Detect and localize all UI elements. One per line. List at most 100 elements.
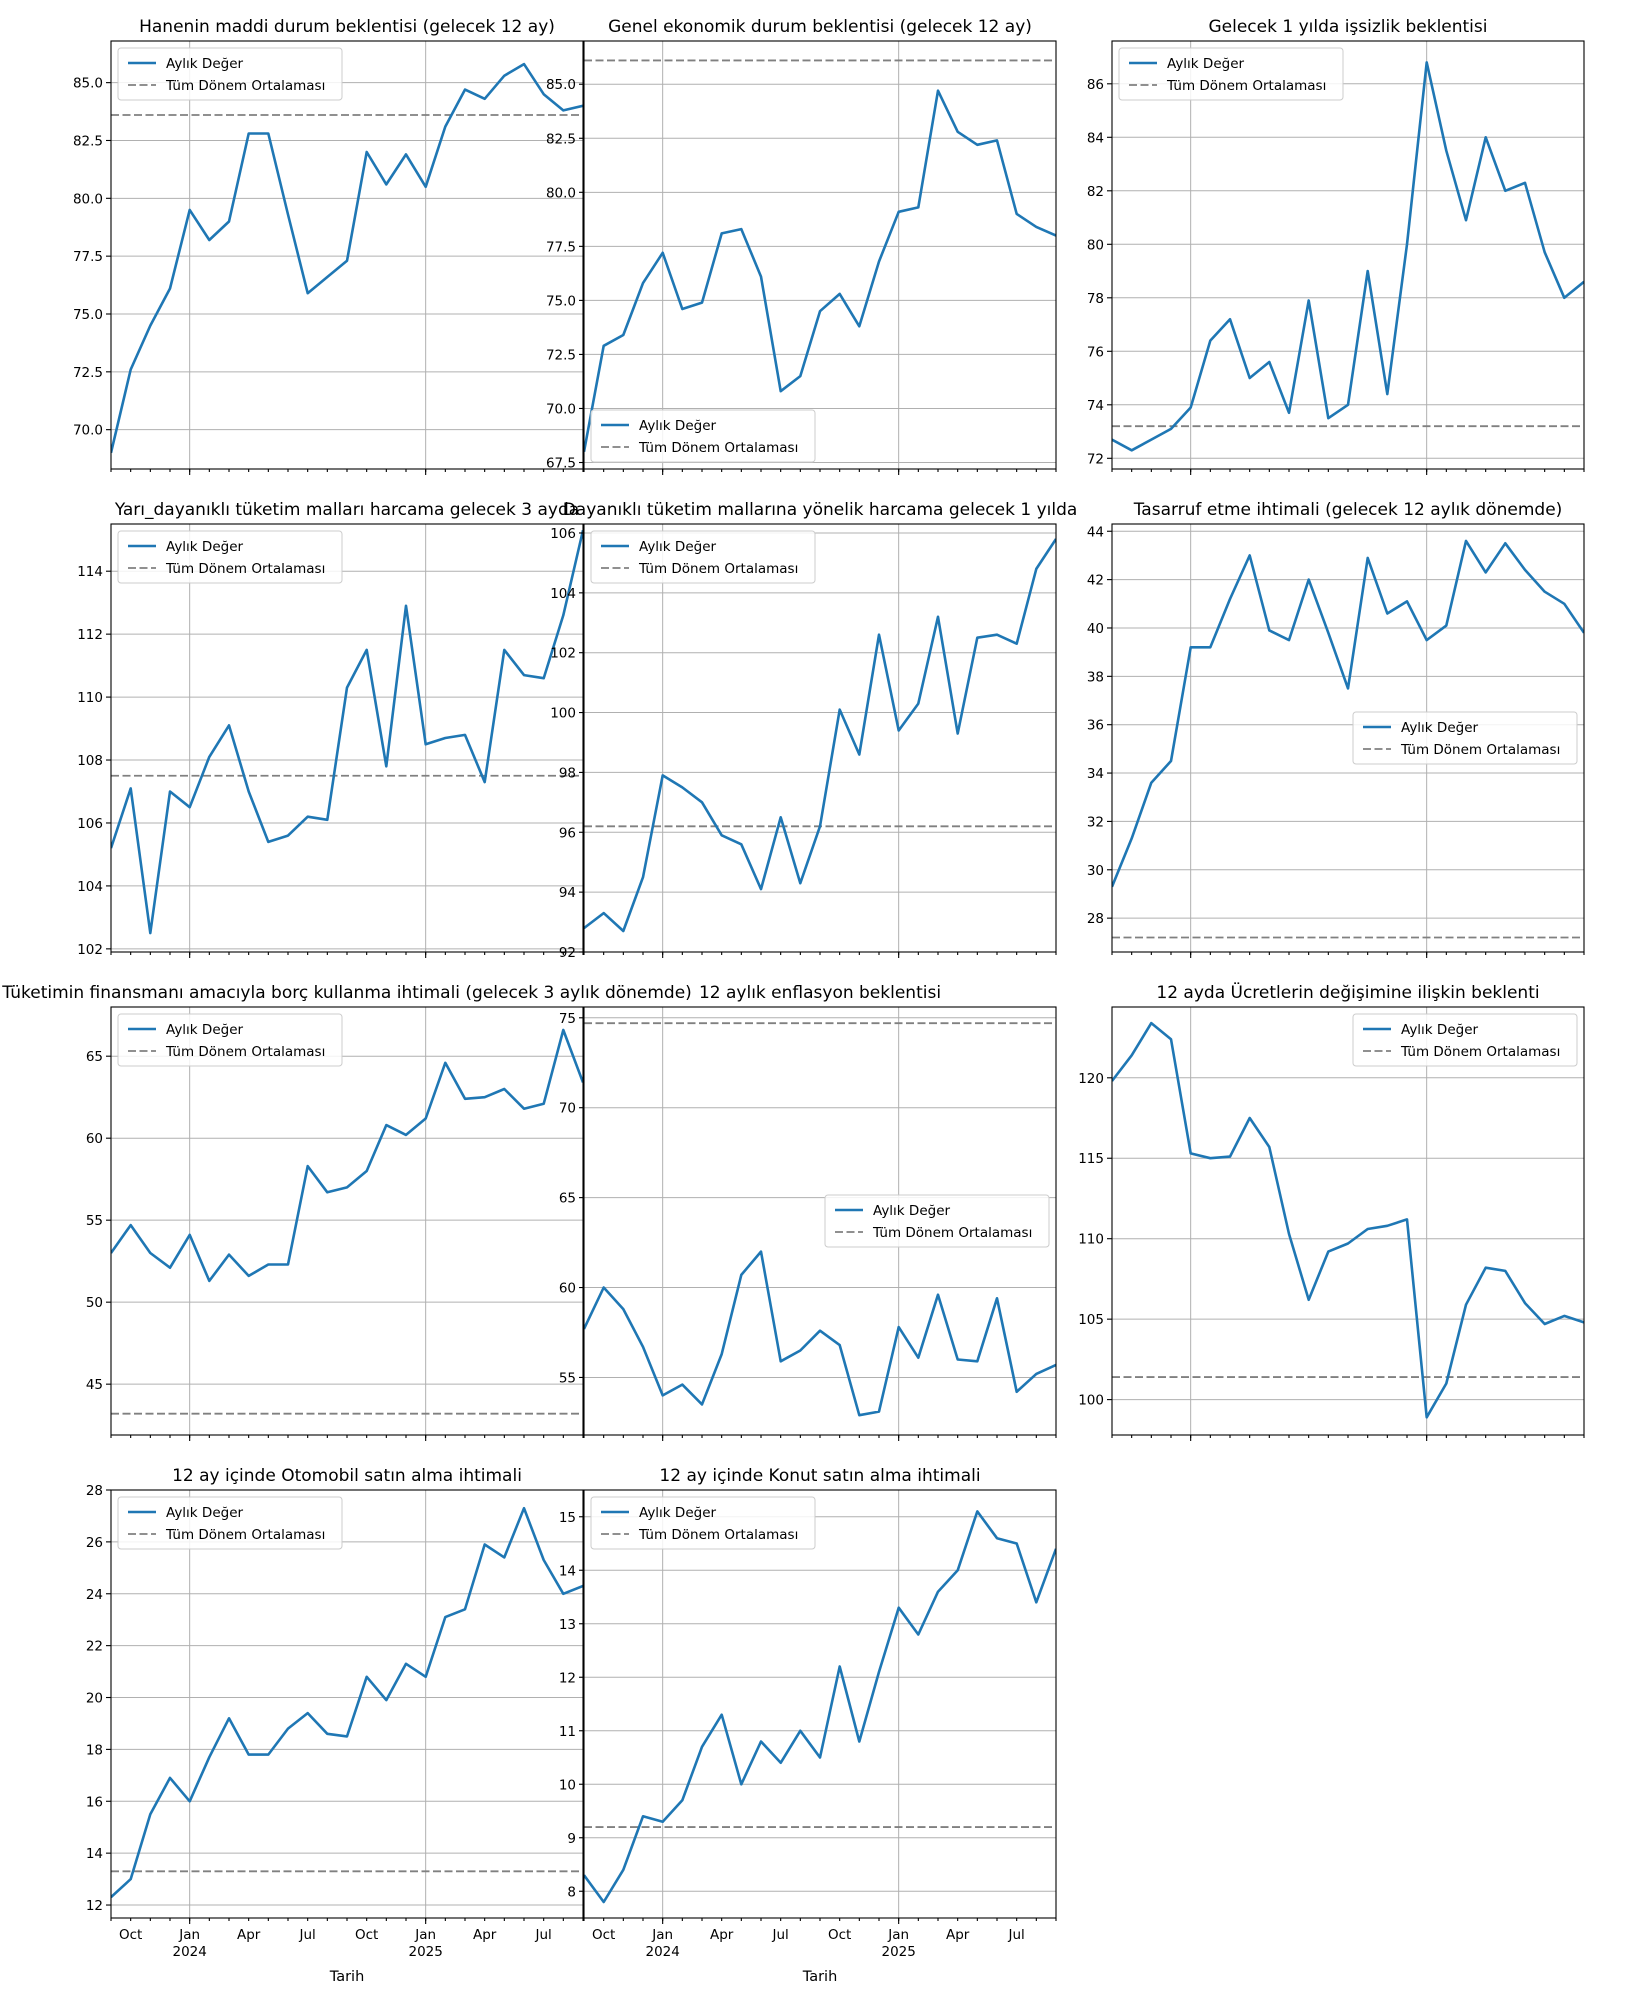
series-line — [1112, 1021, 1584, 1419]
chart-panel: 28 30 32 34 36 38 40 42 44 Tasarruf etme ihtimali… — [1087, 500, 1585, 958]
legend-mean-label: Tüm Dönem Ortalaması — [165, 1527, 325, 1543]
x-axis-label: Tarih — [802, 1969, 838, 1985]
y-tick-label: 74 — [1087, 398, 1104, 414]
x-tick-label: Jul — [535, 1927, 552, 1943]
y-tick-label: 9 — [567, 1831, 576, 1847]
y-tick-label: 82.5 — [73, 133, 103, 149]
y-tick-label: 70 — [559, 1101, 576, 1117]
y-tick-label: 85.0 — [546, 77, 576, 93]
legend-series-label: Aylık Değer — [166, 1022, 243, 1038]
x-tick-label: Jul — [1008, 1927, 1025, 1943]
x-tick-label: Jan — [178, 1927, 200, 1943]
x-tick-label: Oct — [119, 1927, 142, 1943]
y-tick-label: 85.0 — [73, 76, 103, 92]
y-tick-label: 106 — [77, 816, 103, 832]
x-axis-label: Tarih — [329, 1969, 365, 1985]
legend-mean-label: Tüm Dönem Ortalaması — [165, 1044, 325, 1060]
legend-series-label: Aylık Değer — [1401, 720, 1478, 736]
legend-series-label: Aylık Değer — [639, 1505, 716, 1521]
x-tick-year-label: 2024 — [172, 1944, 206, 1960]
y-tick-label: 50 — [86, 1295, 103, 1311]
x-tick-year-label: 2025 — [408, 1944, 442, 1960]
legend-box — [824, 1194, 1050, 1248]
legend: Aylık Değer Tüm Dönem Ortalaması — [1352, 1013, 1578, 1067]
y-tick-label: 40 — [1087, 621, 1104, 637]
chart-panel: 100 105 110 115 120 12 ayda Ücretlerin değişi… — [1078, 981, 1585, 1441]
legend: Aylık Değer Tüm Dönem Ortalaması — [1352, 711, 1578, 765]
legend: Aylık Değer Tüm Dönem Ortalaması — [117, 530, 343, 584]
y-tick-label: 72.5 — [73, 365, 103, 381]
y-tick-label: 77.5 — [546, 239, 576, 255]
y-tick-label: 110 — [77, 690, 103, 706]
x-tick-label: Apr — [710, 1927, 734, 1943]
x-tick-label: Jan — [414, 1927, 436, 1943]
legend-box — [1352, 711, 1578, 765]
legend-mean-label: Tüm Dönem Ortalaması — [638, 561, 798, 577]
legend-series-label: Aylık Değer — [166, 539, 243, 555]
x-tick-label: Jul — [772, 1927, 789, 1943]
series-line — [584, 1250, 1056, 1417]
legend: Aylık Değer Tüm Dönem Ortalaması — [117, 1496, 343, 1550]
y-tick-label: 75.0 — [73, 307, 103, 323]
legend-series-label: Aylık Değer — [639, 418, 716, 434]
series-line — [1112, 539, 1584, 888]
legend-mean-label: Tüm Dönem Ortalaması — [1400, 1044, 1560, 1060]
chart-panel: 55 60 65 70 75 12 aylık enflasyon beklentisi A… — [559, 983, 1057, 1441]
y-tick-label: 120 — [1078, 1071, 1104, 1087]
y-tick-label: 20 — [86, 1691, 103, 1707]
x-tick-year-label: 2024 — [645, 1944, 679, 1960]
x-tick-label: Apr — [237, 1927, 261, 1943]
chart-title: 12 aylık enflasyon beklentisi — [699, 983, 941, 1003]
axes-frame — [110, 1006, 584, 1436]
axes-frame — [110, 523, 584, 953]
y-tick-label: 96 — [559, 825, 576, 841]
chart-title: 12 ay içinde Konut satın alma ihtimali — [659, 1466, 980, 1486]
x-tick-label: Apr — [946, 1927, 970, 1943]
legend: Aylık Değer Tüm Dönem Ortalaması — [1118, 47, 1344, 101]
y-tick-label: 102 — [77, 942, 103, 958]
y-tick-label: 104 — [77, 879, 103, 895]
axes-frame — [110, 1489, 584, 1919]
axes-frame — [583, 523, 1057, 953]
axes-frame — [1111, 1006, 1585, 1436]
legend-box — [117, 1013, 343, 1067]
y-tick-label: 108 — [77, 753, 103, 769]
x-tick-label: Oct — [592, 1927, 615, 1943]
chart-panel: 70.0 72.5 75.0 77.5 80.0 82.5 85.0 Hanenin madd… — [73, 17, 584, 475]
axes-frame — [1111, 40, 1585, 470]
y-tick-label: 65 — [86, 1049, 103, 1065]
chart-title: Yarı_dayanıklı tüketim malları harcama g… — [114, 500, 579, 520]
chart-title: Dayanıklı tüketim mallarına yönelik harc… — [563, 500, 1078, 520]
series-line — [584, 89, 1056, 452]
legend: Aylık Değer Tüm Dönem Ortalaması — [824, 1194, 1050, 1248]
chart-title: Tüketimin finansmanı amacıyla borç kulla… — [1, 983, 692, 1003]
legend-mean-label: Tüm Dönem Ortalaması — [638, 1527, 798, 1543]
y-tick-label: 11 — [559, 1724, 576, 1740]
y-tick-label: 105 — [1078, 1312, 1104, 1328]
series-line — [111, 62, 583, 454]
x-tick-label: Jul — [299, 1927, 316, 1943]
legend-series-label: Aylık Değer — [166, 1505, 243, 1521]
axes-frame — [583, 1006, 1057, 1436]
axes-frame — [583, 1489, 1057, 1919]
y-tick-label: 10 — [559, 1777, 576, 1793]
chart-panel: 102 104 106 108 110 112 114 Yarı_dayanıklı tüke… — [77, 500, 584, 958]
legend-box — [1118, 47, 1344, 101]
y-tick-label: 115 — [1078, 1151, 1104, 1167]
y-tick-label: 67.5 — [546, 456, 576, 472]
x-tick-label: Apr — [473, 1927, 497, 1943]
legend-box — [1352, 1013, 1578, 1067]
y-tick-label: 114 — [77, 564, 103, 580]
y-tick-label: 75 — [559, 1011, 576, 1027]
y-tick-label: 13 — [559, 1617, 576, 1633]
y-tick-label: 14 — [86, 1846, 103, 1862]
chart-panel: 92 94 96 98 100 102 104 106 Dayanıklı tüketim ma… — [550, 500, 1077, 961]
chart-title: Gelecek 1 yılda işsizlik beklentisi — [1208, 17, 1487, 37]
y-tick-label: 26 — [86, 1535, 103, 1551]
axes-frame — [110, 40, 584, 470]
legend: Aylık Değer Tüm Dönem Ortalaması — [590, 1496, 816, 1550]
series-line — [584, 1510, 1056, 1904]
y-tick-label: 36 — [1087, 718, 1104, 734]
chart-panel: 72 74 76 78 80 82 84 86 Gelecek 1 yılda işsizlik… — [1087, 17, 1585, 475]
